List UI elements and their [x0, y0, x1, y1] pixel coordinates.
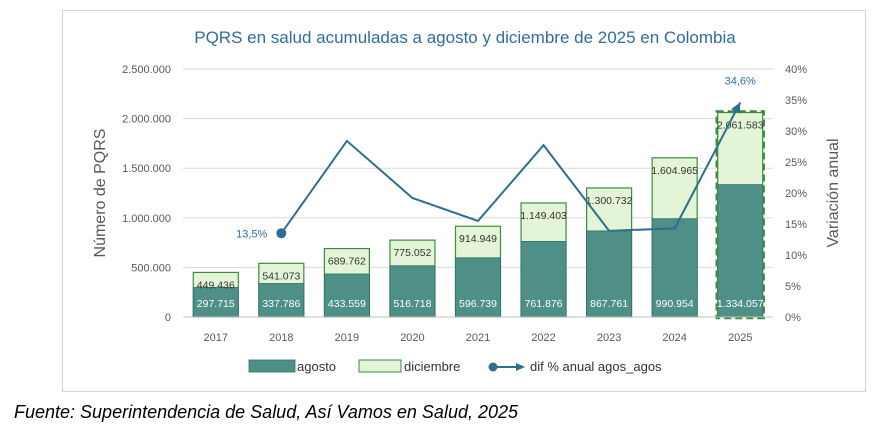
- legend-label-agosto: agosto: [297, 359, 336, 374]
- data-label-agosto: 297.715: [197, 298, 235, 310]
- data-label-diciembre: 2.061.583: [717, 119, 764, 131]
- data-label-agosto: 761.876: [525, 298, 563, 310]
- chart-frame: PQRS en salud acumuladas a agosto y dici…: [62, 10, 866, 392]
- legend-swatch-agosto: [248, 359, 296, 373]
- y2-axis-title: Variación anual: [825, 138, 842, 247]
- y-tick-label: 2.500.000: [122, 64, 171, 76]
- bar-agosto: [520, 241, 567, 318]
- data-label-agosto: 867.761: [590, 298, 628, 310]
- y2-tick-label: 15%: [785, 219, 807, 231]
- legend-label-diciembre: diciembre: [404, 359, 460, 374]
- data-label-agosto: 1.334.057: [717, 298, 764, 310]
- data-label-agosto: 433.559: [328, 298, 366, 310]
- bar-agosto: [717, 184, 764, 318]
- bar-agosto: [258, 283, 305, 318]
- bar-agosto: [586, 230, 633, 318]
- y2-tick-label: 40%: [785, 64, 807, 76]
- bar-agosto: [323, 273, 370, 318]
- x-tick-label: 2018: [269, 332, 293, 344]
- legend-swatch-diciembre: [358, 359, 402, 373]
- source-note: Fuente: Superintendencia de Salud, Así V…: [14, 402, 519, 422]
- y-tick-label: 1.500.000: [122, 163, 171, 175]
- data-label-diciembre: 689.762: [328, 256, 366, 268]
- y-tick-label: 1.000.000: [122, 213, 171, 225]
- y2-tick-label: 25%: [785, 157, 807, 169]
- chart-canvas: PQRS en salud acumuladas a agosto y dici…: [92, 28, 842, 374]
- y2-tick-label: 5%: [785, 281, 801, 293]
- chart-title: PQRS en salud acumuladas a agosto y dici…: [194, 28, 736, 47]
- bar-agosto: [389, 265, 436, 318]
- data-label-diciembre: 914.949: [459, 233, 497, 245]
- legend-marker-dif: [488, 362, 498, 372]
- bar-agosto: [192, 287, 239, 318]
- data-label-agosto: 990.954: [656, 298, 694, 310]
- y-tick-label: 500.000: [131, 262, 171, 274]
- legend-label-dif: dif % anual agos_agos: [530, 359, 662, 374]
- line-start-marker: [276, 228, 287, 239]
- annotation-label: 34,6%: [725, 75, 756, 87]
- x-tick-label: 2019: [335, 332, 359, 344]
- data-label-diciembre: 1.604.965: [651, 165, 698, 177]
- data-label-diciembre: 1.300.732: [586, 195, 633, 207]
- y-tick-label: 2.000.000: [122, 114, 171, 126]
- y2-tick-label: 10%: [785, 250, 807, 262]
- y-axis-title: Número de PQRS: [92, 129, 109, 258]
- data-label-agosto: 596.739: [459, 298, 497, 310]
- bar-agosto: [651, 218, 698, 318]
- data-label-diciembre: 775.052: [393, 247, 431, 259]
- data-label-diciembre: 541.073: [262, 270, 300, 282]
- line-end-arrow: [731, 102, 741, 114]
- legend-arrow-dif: [516, 363, 525, 371]
- x-tick-label: 2022: [531, 332, 555, 344]
- x-tick-label: 2020: [400, 332, 424, 344]
- x-tick-label: 2021: [466, 332, 490, 344]
- data-label-diciembre: 1.149.403: [520, 210, 567, 222]
- x-tick-label: 2017: [204, 332, 228, 344]
- y2-tick-label: 0%: [785, 312, 801, 324]
- data-label-agosto: 337.786: [262, 298, 300, 310]
- y-tick-label: 0: [165, 312, 171, 324]
- line-dif-anual: [280, 102, 742, 234]
- x-tick-label: 2023: [597, 332, 621, 344]
- y2-tick-label: 30%: [785, 126, 807, 138]
- x-tick-label: 2025: [728, 332, 752, 344]
- highlight-box-2025: [715, 110, 765, 320]
- x-tick-label: 2024: [662, 332, 686, 344]
- data-label-agosto: 516.718: [393, 298, 431, 310]
- y2-tick-label: 20%: [785, 188, 807, 200]
- annotation-label: 13,5%: [236, 228, 267, 240]
- y2-tick-label: 35%: [785, 95, 807, 107]
- data-label-diciembre: 449.436: [197, 279, 235, 291]
